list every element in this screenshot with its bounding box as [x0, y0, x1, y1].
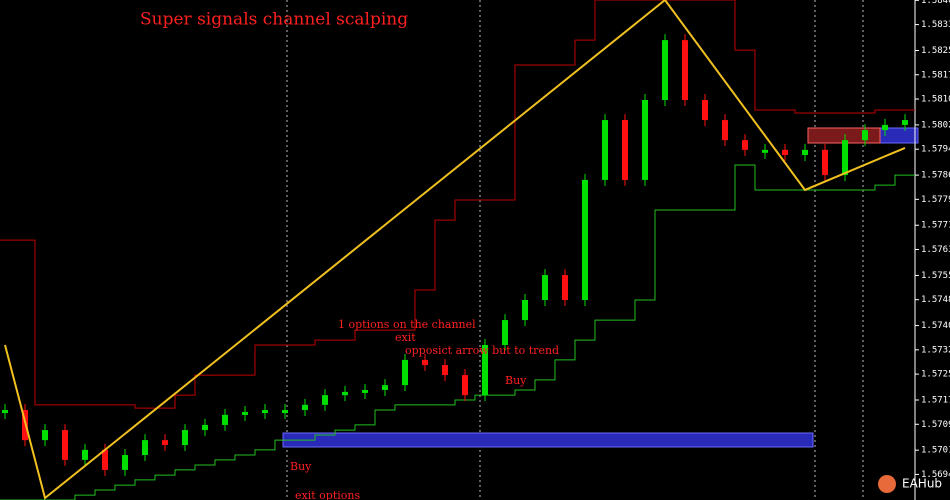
candle: [722, 120, 728, 141]
y-tick-label: 1.57635: [921, 245, 950, 255]
annotation: 1 options on the channel: [338, 318, 476, 331]
candle: [202, 424, 208, 431]
candle: [82, 449, 88, 460]
candle: [622, 120, 628, 180]
candle: [482, 344, 488, 396]
y-tick-label: 1.58100: [921, 95, 950, 105]
candle: [682, 40, 688, 100]
candle: [262, 410, 268, 414]
candle: [662, 40, 668, 100]
candle: [782, 149, 788, 156]
separators: [286, 0, 864, 500]
candle: [762, 149, 768, 153]
y-tick-label: 1.57480: [921, 295, 950, 305]
y-tick-label: 1.57710: [921, 221, 950, 231]
candle: [162, 440, 168, 445]
logo: [878, 475, 896, 493]
y-tick-label: 1.57325: [921, 345, 950, 355]
candle: [742, 140, 748, 150]
candle: [342, 391, 348, 396]
candle: [642, 100, 648, 180]
candle: [282, 410, 288, 414]
annotation: opposict arrow but to trend: [405, 344, 559, 357]
candle: [702, 100, 708, 121]
y-tick-label: 1.58020: [921, 120, 950, 130]
candle: [822, 149, 828, 176]
y-tick-label: 1.57790: [921, 195, 950, 205]
candle: [302, 404, 308, 411]
watermark: EAHub: [902, 477, 942, 491]
annotation: exit options: [295, 489, 360, 500]
channel-line: [0, 0, 915, 409]
candle: [122, 455, 128, 470]
y-tick-label: 1.57170: [921, 396, 950, 406]
candle: [542, 275, 548, 300]
y-tick-label: 1.57250: [921, 370, 950, 380]
candle: [402, 359, 408, 386]
y-tick-label: 1.57095: [921, 420, 950, 430]
annotation: Buy: [290, 460, 312, 473]
candle: [182, 430, 188, 445]
candle: [422, 359, 428, 366]
candle: [862, 130, 868, 141]
y-tick-label: 1.56940: [921, 470, 950, 480]
annotation: exit: [395, 331, 416, 344]
candle: [882, 124, 888, 131]
candle: [102, 449, 108, 470]
zigzag-line: [4, 0, 906, 500]
candle: [42, 430, 48, 441]
candle: [382, 385, 388, 390]
candle: [902, 120, 908, 125]
chart-title: Super signals channel scalping: [140, 10, 408, 30]
y-tick-label: 1.58405: [921, 0, 950, 6]
candle: [522, 300, 528, 321]
candle: [502, 320, 508, 345]
annotation: Buy: [505, 374, 527, 387]
candle: [582, 179, 588, 300]
candle: [2, 410, 8, 414]
y-tick-label: 1.58330: [921, 20, 950, 30]
candle: [802, 149, 808, 156]
candle: [322, 395, 328, 405]
candle: [442, 365, 448, 376]
y-tick-label: 1.57945: [921, 145, 950, 155]
y-tick-label: 1.57400: [921, 321, 950, 331]
candle: [362, 389, 368, 393]
candle: [62, 430, 68, 460]
candle: [842, 140, 848, 176]
y-tick-label: 1.57865: [921, 171, 950, 181]
y-tick-label: 1.58250: [921, 46, 950, 56]
candle: [562, 275, 568, 300]
y-tick-label: 1.57015: [921, 446, 950, 456]
candle: [462, 375, 468, 396]
candle: [222, 414, 228, 425]
candle: [242, 411, 248, 415]
candle: [142, 440, 148, 456]
candle: [602, 120, 608, 180]
channel-line: [0, 164, 915, 500]
y-tick-label: 1.58175: [921, 70, 950, 80]
y-tick-label: 1.57555: [921, 271, 950, 281]
